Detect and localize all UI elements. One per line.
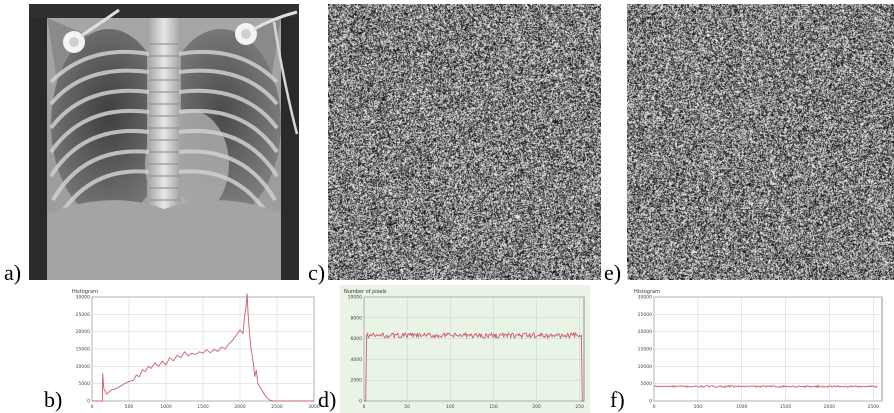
xray-image [29,4,299,280]
y-tick-label: 10000 [76,364,90,370]
panel-label-f: f) [610,387,625,412]
y-tick-label: 0 [649,399,652,405]
y-tick-label: 25000 [76,312,90,318]
encrypted-image-e [627,4,894,280]
y-tick-label: 5000 [79,381,91,387]
x-tick-label: 1000 [736,404,748,410]
y-tick-label: 5000 [641,381,653,387]
x-tick-label: 1500 [197,404,209,410]
x-tick-label: 500 [125,404,134,410]
x-tick-label: 500 [694,404,703,410]
y-tick-label: 30000 [76,295,90,301]
series-line [92,293,314,402]
histogram-f: Histogram 0 500 1000 1500 2000 2500 0 5000 10000 1… [630,285,888,413]
panel-label-e: e) [604,260,622,285]
x-tick-label: 50 [404,404,410,410]
encrypted-image-c [328,4,601,280]
x-tick-label: 0 [653,404,656,410]
y-tick-label: 6000 [351,336,363,342]
chart-title: Histogram [634,289,660,295]
y-tick-label: 10000 [638,364,652,370]
plot-area [363,296,585,402]
panel-label-a: a) [4,260,22,285]
y-tick-label: 10000 [348,295,362,301]
series-line [364,331,584,402]
x-tick-label: 0 [363,404,366,410]
x-tick-label: 100 [446,404,455,410]
y-tick-label: 4000 [351,357,363,363]
y-tick-label: 15000 [76,347,90,353]
y-tick-label: 20000 [76,329,90,335]
histogram-b: Histogram 0 500 1000 1500 2000 2500 3000 0 5000 10… [68,285,320,413]
x-tick-label: 200 [532,404,541,410]
x-tick-label: 1500 [780,404,792,410]
x-tick-label: 3000 [308,404,320,410]
panel-label-d: d) [318,387,337,412]
x-tick-label: 1000 [160,404,172,410]
x-tick-label: 150 [489,404,498,410]
y-tick-label: 8000 [351,315,363,321]
x-tick-label: 0 [91,404,94,410]
y-tick-label: 30000 [638,295,652,301]
y-tick-label: 15000 [638,347,652,353]
panel-label-b: b) [44,387,63,412]
panel-label-c: c) [308,260,326,285]
y-tick-label: 20000 [638,329,652,335]
x-tick-label: 2500 [868,404,880,410]
y-tick-label: 2000 [351,378,363,384]
chart-title: Histogram [72,289,98,295]
x-tick-label: 2000 [234,404,246,410]
x-tick-label: 250 [575,404,584,410]
histogram-d: Number of pixels 0 50 100 150 200 250 0 2000 4000… [340,285,590,413]
y-tick-label: 0 [87,399,90,405]
series-line [653,384,878,389]
x-tick-label: 2500 [271,404,283,410]
x-tick-label: 2000 [824,404,836,410]
chart-title: Number of pixels [344,289,387,295]
y-tick-label: 25000 [638,312,652,318]
y-tick-label: 0 [359,399,362,405]
